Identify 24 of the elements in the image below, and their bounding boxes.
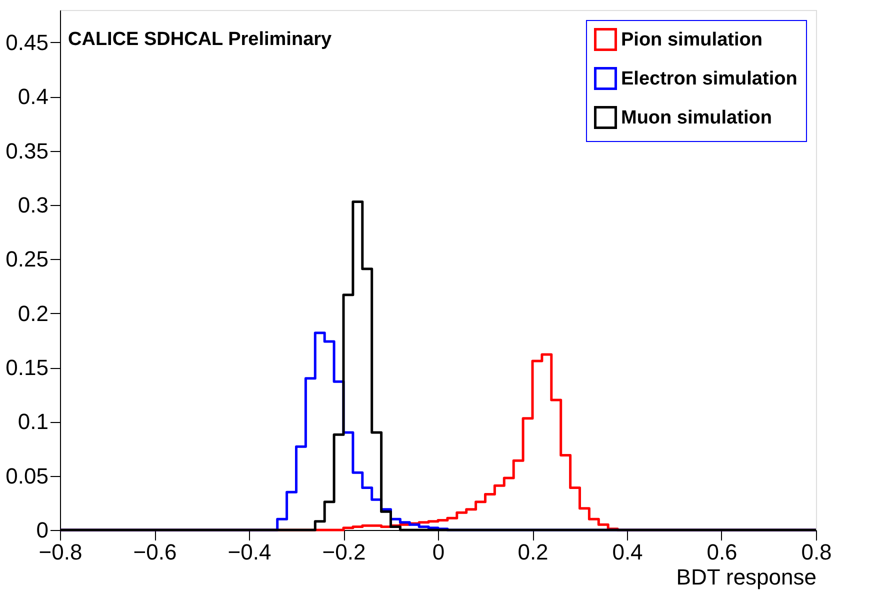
y-tick-label: 0.25 — [6, 246, 48, 272]
x-tick-label: −0.6 — [133, 540, 177, 564]
x-tick-label: 0.2 — [518, 540, 548, 564]
legend-label: Muon simulation — [621, 108, 772, 128]
legend-label: Pion simulation — [621, 30, 762, 50]
y-tick-label: 0.3 — [18, 192, 48, 218]
x-tick-label: −0.4 — [228, 540, 272, 564]
x-axis-title: BDT response — [676, 564, 816, 590]
x-tick-label: −0.2 — [322, 540, 366, 564]
x-tick-label: 0.4 — [612, 540, 643, 564]
x-tick-label: −0.8 — [38, 540, 82, 564]
y-tick-label: 0.15 — [6, 355, 48, 380]
y-tick-label: 0.4 — [18, 84, 48, 110]
y-tick-label: 0.1 — [18, 409, 48, 434]
x-tick-label: 0.8 — [801, 540, 832, 564]
annotation: CALICE SDHCAL Preliminary — [68, 29, 332, 50]
y-tick-label: 0.45 — [6, 30, 48, 55]
y-tick-label: 0.2 — [18, 300, 48, 326]
x-tick-label: 0.6 — [706, 540, 738, 564]
x-tick-label: 0 — [432, 540, 445, 564]
legend-label: Electron simulation — [621, 68, 798, 90]
y-tick-label: 0.05 — [6, 463, 48, 488]
y-tick-label: 0.35 — [6, 138, 48, 164]
y-tick-label: 0 — [36, 518, 48, 542]
